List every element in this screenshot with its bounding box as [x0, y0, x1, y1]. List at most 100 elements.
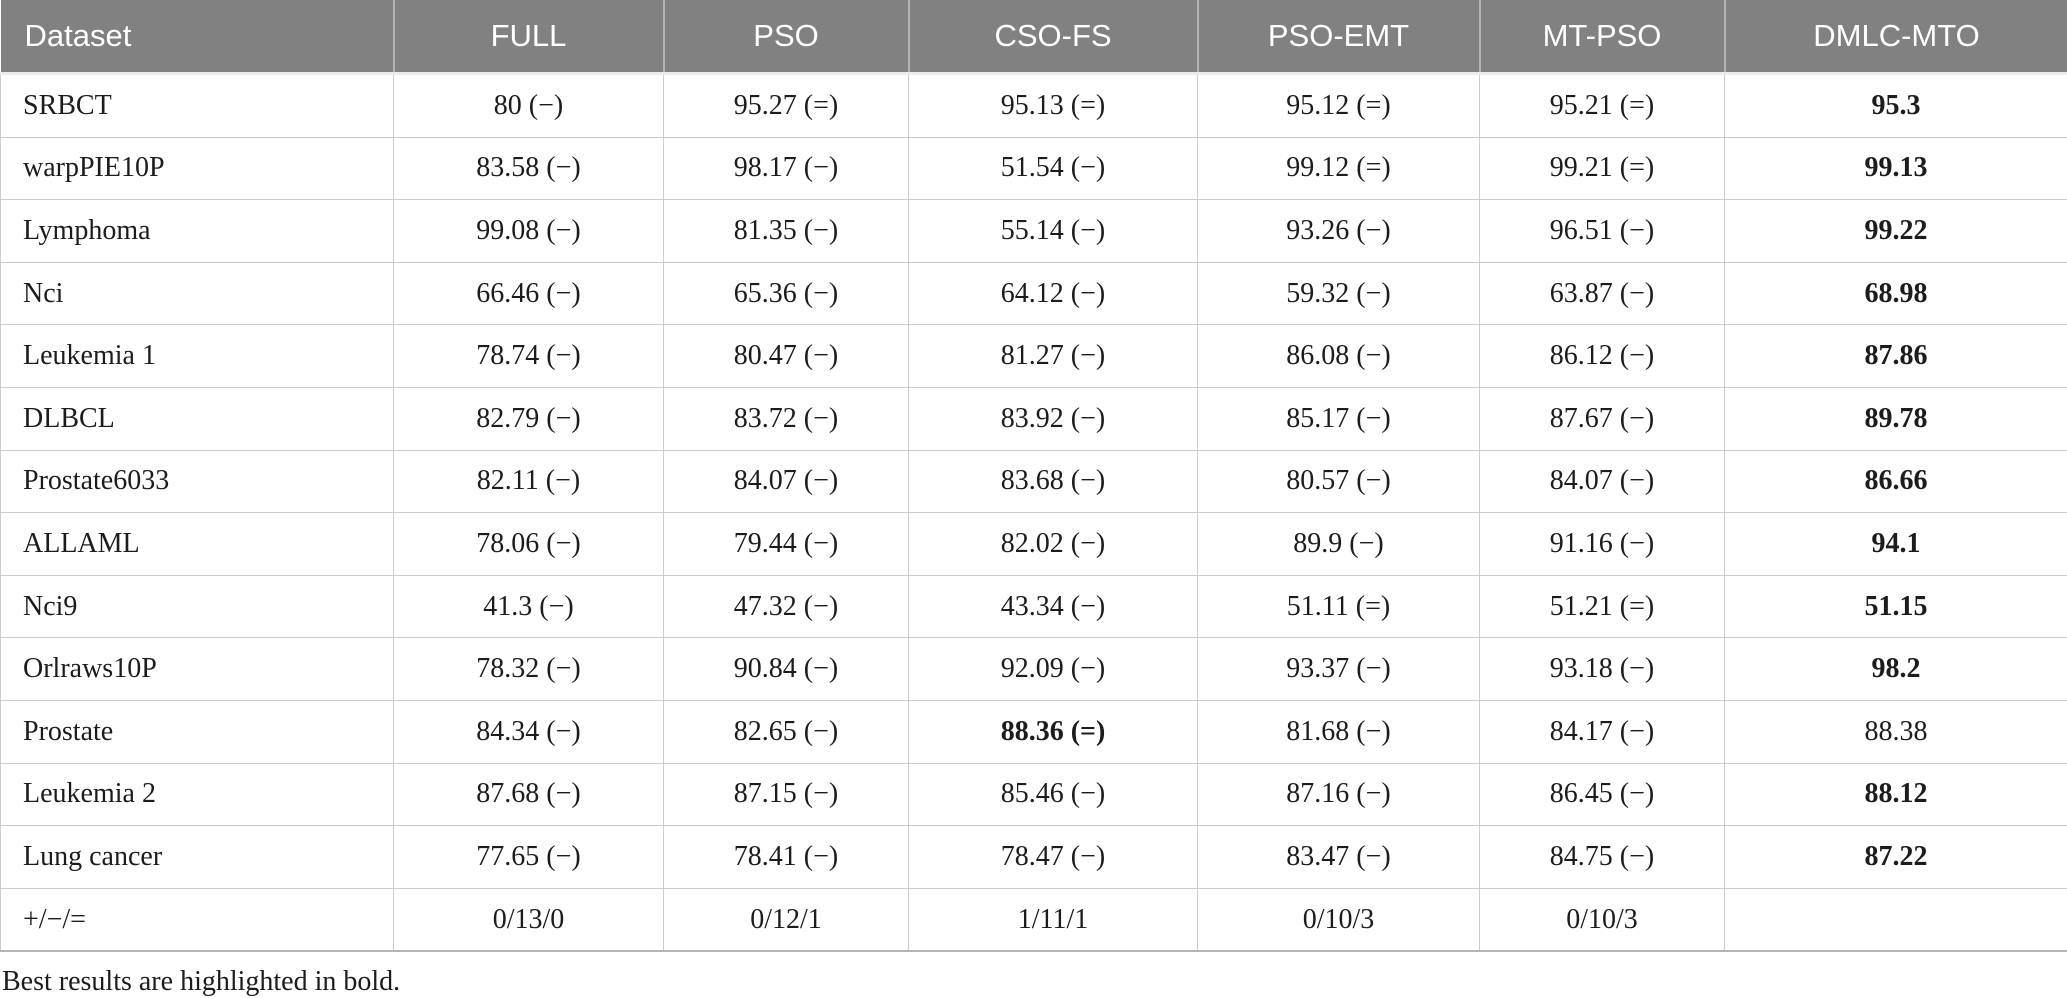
value-cell: 84.75 (−) [1480, 826, 1725, 889]
value-cell: 95.13 (=) [909, 74, 1198, 138]
value-cell: 90.84 (−) [664, 638, 909, 701]
dataset-label: SRBCT [1, 74, 394, 138]
value-cell: 47.32 (−) [664, 575, 909, 638]
value-cell: 87.22 [1725, 826, 2067, 889]
value-cell: 78.32 (−) [394, 638, 664, 701]
value-cell: 96.51 (−) [1480, 200, 1725, 263]
value-cell: 0/10/3 [1480, 888, 1725, 951]
value-cell: 89.9 (−) [1198, 513, 1480, 576]
dataset-label: Orlraws10P [1, 638, 394, 701]
value-cell: 87.86 [1725, 325, 2067, 388]
value-cell: 83.72 (−) [664, 387, 909, 450]
value-cell: 51.11 (=) [1198, 575, 1480, 638]
value-cell: 81.68 (−) [1198, 700, 1480, 763]
value-cell: 93.18 (−) [1480, 638, 1725, 701]
value-cell: 51.54 (−) [909, 137, 1198, 200]
dataset-label: DLBCL [1, 387, 394, 450]
value-cell: 1/11/1 [909, 888, 1198, 951]
value-cell: 51.21 (=) [1480, 575, 1725, 638]
value-cell: 55.14 (−) [909, 200, 1198, 263]
table-header: Dataset FULL PSO CSO-FS PSO-EMT MT-PSO D… [1, 0, 2067, 74]
value-cell: 83.47 (−) [1198, 826, 1480, 889]
value-cell: 41.3 (−) [394, 575, 664, 638]
value-cell: 82.65 (−) [664, 700, 909, 763]
value-cell: 78.47 (−) [909, 826, 1198, 889]
column-header-mt-pso: MT-PSO [1480, 0, 1725, 74]
value-cell: 81.35 (−) [664, 200, 909, 263]
value-cell: 87.15 (−) [664, 763, 909, 826]
value-cell: 99.13 [1725, 137, 2067, 200]
dataset-label: Prostate6033 [1, 450, 394, 513]
value-cell: 80.57 (−) [1198, 450, 1480, 513]
value-cell: 86.08 (−) [1198, 325, 1480, 388]
value-cell: 59.32 (−) [1198, 262, 1480, 325]
value-cell: 99.08 (−) [394, 200, 664, 263]
value-cell: 78.06 (−) [394, 513, 664, 576]
value-cell: 91.16 (−) [1480, 513, 1725, 576]
dataset-label: Nci9 [1, 575, 394, 638]
value-cell: 86.12 (−) [1480, 325, 1725, 388]
value-cell: 82.02 (−) [909, 513, 1198, 576]
dataset-label: ALLAML [1, 513, 394, 576]
value-cell: 68.98 [1725, 262, 2067, 325]
value-cell: 95.27 (=) [664, 74, 909, 138]
value-cell: 81.27 (−) [909, 325, 1198, 388]
value-cell: 98.17 (−) [664, 137, 909, 200]
value-cell: 88.36 (=) [909, 700, 1198, 763]
value-cell: 99.12 (=) [1198, 137, 1480, 200]
value-cell: 94.1 [1725, 513, 2067, 576]
value-cell: 43.34 (−) [909, 575, 1198, 638]
value-cell: 88.38 [1725, 700, 2067, 763]
value-cell [1725, 888, 2067, 951]
value-cell: 83.68 (−) [909, 450, 1198, 513]
value-cell: 84.34 (−) [394, 700, 664, 763]
value-cell: 83.92 (−) [909, 387, 1198, 450]
dataset-label: Prostate [1, 700, 394, 763]
column-header-full: FULL [394, 0, 664, 74]
dataset-label: Leukemia 2 [1, 763, 394, 826]
value-cell: 99.21 (=) [1480, 137, 1725, 200]
value-cell: 85.46 (−) [909, 763, 1198, 826]
value-cell: 0/12/1 [664, 888, 909, 951]
value-cell: 82.79 (−) [394, 387, 664, 450]
value-cell: 86.45 (−) [1480, 763, 1725, 826]
table-footnote: Best results are highlighted in bold. [2, 966, 2067, 998]
value-cell: 84.17 (−) [1480, 700, 1725, 763]
value-cell: 85.17 (−) [1198, 387, 1480, 450]
value-cell: 84.07 (−) [1480, 450, 1725, 513]
value-cell: 64.12 (−) [909, 262, 1198, 325]
value-cell: 93.26 (−) [1198, 200, 1480, 263]
value-cell: 93.37 (−) [1198, 638, 1480, 701]
value-cell: 95.21 (=) [1480, 74, 1725, 138]
value-cell: 87.16 (−) [1198, 763, 1480, 826]
value-cell: 87.67 (−) [1480, 387, 1725, 450]
value-cell: 78.74 (−) [394, 325, 664, 388]
value-cell: 92.09 (−) [909, 638, 1198, 701]
value-cell: 0/13/0 [394, 888, 664, 951]
value-cell: 63.87 (−) [1480, 262, 1725, 325]
value-cell: 84.07 (−) [664, 450, 909, 513]
column-header-pso-emt: PSO-EMT [1198, 0, 1480, 74]
value-cell: 88.12 [1725, 763, 2067, 826]
value-cell: 95.3 [1725, 74, 2067, 138]
value-cell: 80 (−) [394, 74, 664, 138]
value-cell: 99.22 [1725, 200, 2067, 263]
value-cell: 79.44 (−) [664, 513, 909, 576]
value-cell: 77.65 (−) [394, 826, 664, 889]
value-cell: 95.12 (=) [1198, 74, 1480, 138]
column-header-pso: PSO [664, 0, 909, 74]
dataset-label: +/−/= [1, 888, 394, 951]
column-header-dataset: Dataset [1, 0, 394, 74]
